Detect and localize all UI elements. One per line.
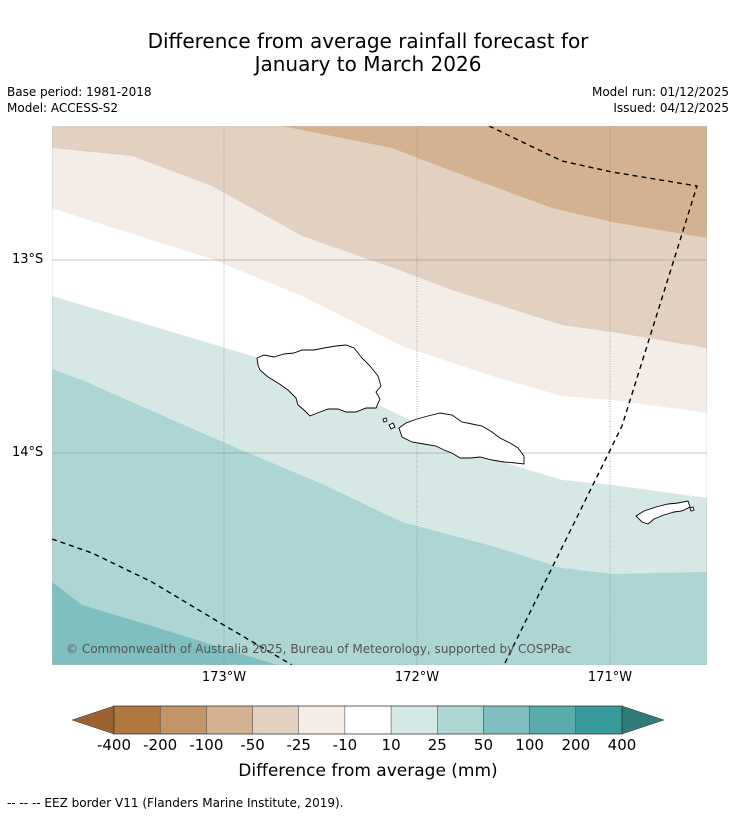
tutuila-island [635, 500, 691, 525]
colorbar-segment [575, 705, 623, 735]
colorbar-tick-label: -400 [96, 736, 132, 754]
lat-label-13s: 13°S [12, 252, 44, 267]
band-minus10-plus10 [52, 208, 707, 498]
model-run: Model run: 01/12/2025 [591, 85, 729, 99]
eez-footnote: -- -- -- EEZ border V11 (Flanders Marine… [7, 796, 344, 810]
band-minus100-minus50 [282, 126, 707, 238]
base-period: Base period: 1981-2018 [7, 85, 152, 99]
aunuu-island [689, 506, 695, 512]
colorbar-segment [113, 705, 161, 735]
upolu-island [398, 412, 525, 465]
colorbar-segment [529, 705, 577, 735]
issued-date: Issued: 04/12/2025 [613, 101, 729, 115]
colorbar-tick-label: 25 [427, 736, 447, 754]
colorbar-segment [159, 705, 207, 735]
colorbar-frame [113, 705, 623, 735]
manono-island [388, 422, 396, 430]
colorbar-tick-label: 400 [607, 736, 637, 754]
chart-title: Difference from average rainfall forecas… [0, 30, 736, 76]
eez-border [52, 126, 698, 665]
eez-border-east [488, 126, 698, 665]
colorbar-tick-label: -100 [189, 736, 224, 754]
colorbar-segment [206, 705, 253, 735]
map-svg: © Commonwealth of Australia 2025, Bureau… [52, 126, 707, 665]
colorbar-extend-high [621, 705, 665, 735]
apolima-island [382, 417, 388, 423]
colorbar-segment [344, 705, 392, 735]
colorbar-tick-label: 200 [561, 736, 591, 754]
colorbar-segment [252, 705, 299, 735]
graticule [52, 259, 707, 454]
lat-label-14s: 14°S [12, 445, 44, 460]
eez-border-southwest [52, 538, 293, 665]
colorbar-label: Difference from average (mm) [238, 761, 498, 781]
copyright-text: © Commonwealth of Australia 2025, Bureau… [66, 642, 571, 656]
band-50-100 [52, 582, 277, 665]
colorbar-tick-label: 50 [473, 736, 493, 754]
colorbar-extend-low [71, 705, 115, 735]
lon-label-173w: 173°W [201, 670, 247, 685]
meta-right: Model run: 01/12/2025 Issued: 04/12/2025 [592, 84, 729, 116]
colorbar-tick-label: -25 [286, 736, 311, 754]
colorbar-segment [437, 705, 484, 735]
colorbar-tick-label: 10 [381, 736, 401, 754]
meta-left: Base period: 1981-2018 Model: ACCESS-S2 [7, 84, 152, 116]
colorbar-segment [483, 705, 530, 735]
savaii-island [256, 344, 382, 417]
colorbar-tick-label: -10 [332, 736, 358, 754]
lon-label-172w: 172°W [394, 670, 440, 685]
band-25-50 [52, 369, 707, 665]
lon-label-171w: 171°W [587, 670, 633, 685]
colorbar [71, 705, 665, 739]
colorbar-tick-label: -200 [143, 736, 178, 754]
colorbar-tick-label: 100 [515, 736, 544, 754]
colorbar-segment [390, 705, 438, 735]
model-name: Model: ACCESS-S2 [7, 101, 119, 115]
title-line-1: Difference from average rainfall forecas… [147, 29, 589, 53]
colorbar-segment [298, 705, 346, 735]
colorbar-svg [71, 705, 665, 735]
colorbar-segments [113, 705, 623, 735]
islands [256, 344, 695, 525]
colorbar-tick-label: -50 [240, 736, 265, 754]
map-panel: © Commonwealth of Australia 2025, Bureau… [52, 126, 707, 665]
title-line-2: January to March 2026 [254, 52, 482, 76]
